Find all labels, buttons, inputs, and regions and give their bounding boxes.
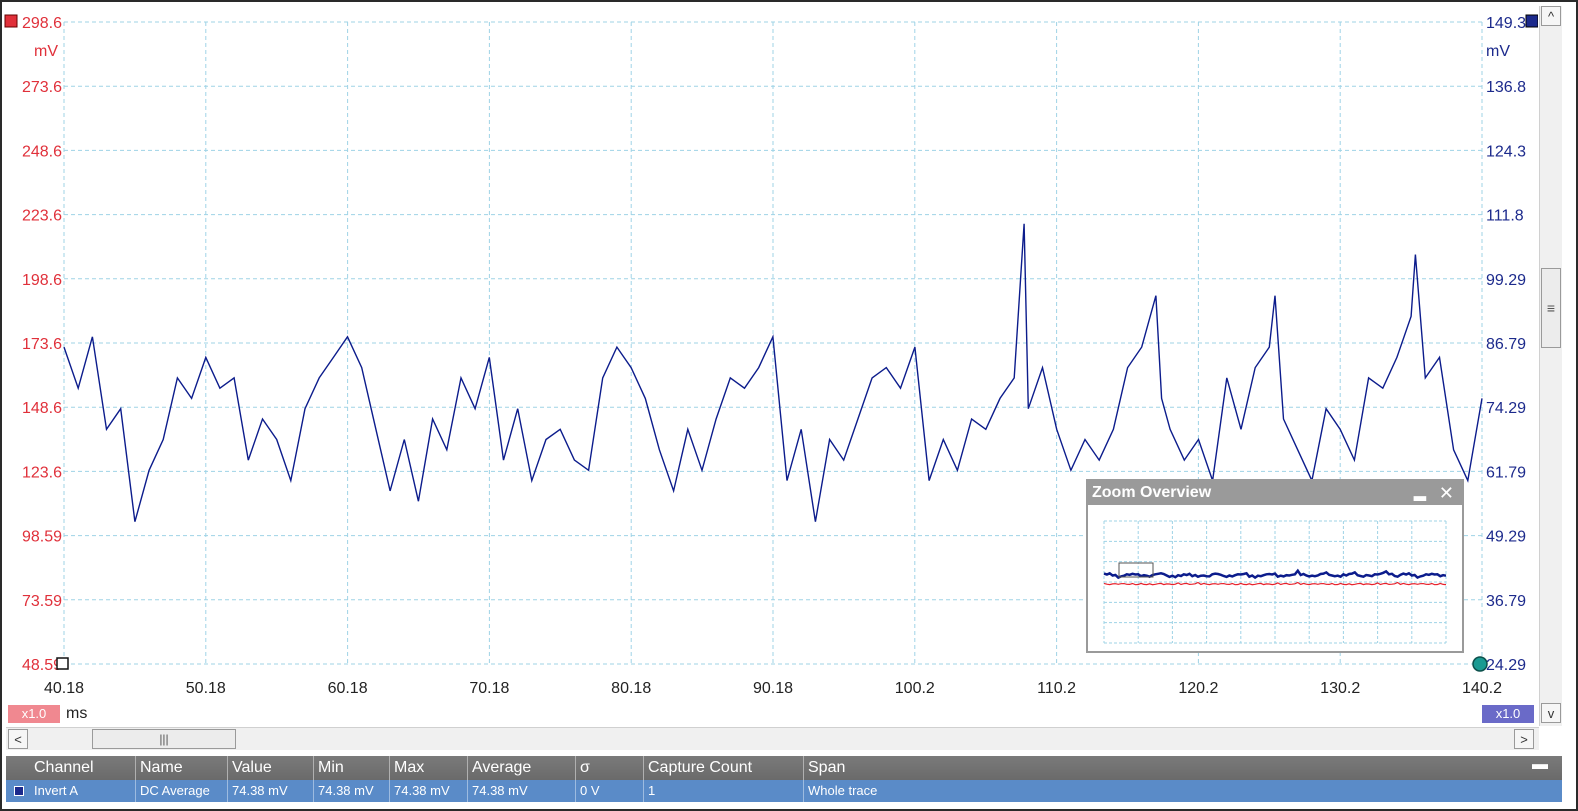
x-tick-label: 70.18 (469, 680, 509, 697)
x-tick-label: 40.18 (44, 680, 84, 697)
right-tick-label: 111.8 (1486, 208, 1524, 225)
x-unit-label: ms (66, 705, 88, 722)
horizontal-scroll-thumb[interactable]: ||| (92, 729, 236, 749)
left-tick-label: 198.6 (22, 272, 62, 289)
table-header-cell[interactable]: Average (468, 756, 576, 780)
left-tick-label: 148.6 (22, 400, 62, 417)
table-cell: 1 (644, 780, 804, 802)
ruler-handle-right-icon[interactable] (1472, 656, 1488, 672)
right-tick-label: 24.29 (1486, 657, 1526, 674)
trace-layer (63, 223, 1483, 522)
right-tick-label: 49.29 (1486, 529, 1526, 546)
left-unit-label: mV (34, 43, 58, 60)
zoom-overview-plot[interactable] (1088, 505, 1462, 651)
x-tick-label: 60.18 (328, 680, 368, 697)
table-header-cell[interactable]: Name (136, 756, 228, 780)
channel-color-icon (14, 786, 24, 796)
table-header-cell[interactable]: Capture Count (644, 756, 804, 780)
left-axis: 298.6 273.6 248.6 223.6 198.6 173.6 148.6 123.6… (22, 15, 62, 674)
table-header-cell[interactable]: Max (390, 756, 468, 780)
x-tick-label: 140.2 (1462, 680, 1502, 697)
zoom-overview-titlebar[interactable]: Zoom Overview ▂ ✕ (1088, 481, 1462, 505)
table-header-cell[interactable]: Channel (30, 756, 136, 780)
table-header-cell[interactable]: Value (228, 756, 314, 780)
right-tick-label: 124.3 (1486, 143, 1526, 160)
x-tick-label: 130.2 (1320, 680, 1360, 697)
left-tick-label: 173.6 (22, 336, 62, 353)
vertical-scroll-thumb[interactable]: ≡ (1541, 268, 1561, 348)
zoom-left-badge[interactable]: x1.0 (8, 705, 60, 723)
ruler-handle-left-icon[interactable] (56, 657, 69, 670)
left-tick-label: 273.6 (22, 79, 62, 96)
table-cell: 74.38 mV (390, 780, 468, 802)
x-tick-label: 110.2 (1037, 680, 1076, 697)
right-tick-label: 149.3 (1486, 15, 1526, 32)
right-tick-label: 136.8 (1486, 79, 1526, 96)
table-cell: 74.38 mV (228, 780, 314, 802)
trace-invert-a (63, 223, 1483, 522)
right-tick-label: 61.79 (1486, 464, 1526, 481)
right-tick-label: 36.79 (1486, 593, 1526, 610)
x-tick-label: 100.2 (895, 680, 935, 697)
channel-b-marker-icon[interactable] (1525, 14, 1538, 28)
mini-trace-channel-b (1103, 581, 1447, 586)
x-tick-label: 80.18 (611, 680, 651, 697)
horizontal-scrollbar[interactable]: < ||| > (6, 727, 1539, 750)
vertical-scrollbar[interactable]: ^ ≡ v (1539, 6, 1562, 726)
right-unit-label: mV (1486, 43, 1510, 60)
scroll-up-button[interactable]: ^ (1541, 6, 1561, 26)
scroll-left-button[interactable]: < (8, 729, 28, 749)
right-tick-label: 86.79 (1486, 336, 1526, 353)
table-cell: 74.38 mV (468, 780, 576, 802)
right-tick-label: 99.29 (1486, 272, 1526, 289)
left-tick-label: 123.6 (22, 464, 62, 481)
table-cell: 74.38 mV (314, 780, 390, 802)
zoom-viewport-rect (1118, 562, 1154, 578)
table-minimize-button[interactable]: ▬ (1532, 756, 1548, 773)
left-tick-label: 48.59 (22, 657, 62, 674)
zoom-overview-panel[interactable]: Zoom Overview ▂ ✕ (1086, 479, 1464, 653)
zoom-overview-title: Zoom Overview (1092, 484, 1212, 501)
table-cell: 0 V (576, 780, 644, 802)
table-cell: Whole trace (804, 780, 1578, 802)
left-tick-label: 248.6 (22, 143, 62, 160)
mini-trace-invert-a (1103, 568, 1447, 580)
oscilloscope-plot[interactable]: 298.6 273.6 248.6 223.6 198.6 173.6 148.6 123.6… (2, 2, 1538, 726)
table-row[interactable]: Invert A DC Average 74.38 mV 74.38 mV 74.38 … (6, 780, 1562, 802)
x-tick-label: 90.18 (753, 680, 793, 697)
table-cell: Invert A (30, 780, 136, 802)
table-cell: DC Average (136, 780, 228, 802)
x-axis: 40.18 50.18 60.18 70.18 80.18 90.18 100.2 110.2… (44, 680, 1502, 697)
scroll-right-button[interactable]: > (1514, 729, 1534, 749)
left-tick-label: 298.6 (22, 15, 62, 32)
channel-a-marker-icon[interactable] (4, 14, 18, 28)
x-tick-label: 50.18 (186, 680, 226, 697)
right-tick-label: 74.29 (1486, 400, 1526, 417)
table-header-row: Channel Name Value Min Max Average σ Capture Co… (6, 756, 1562, 780)
close-icon[interactable]: ✕ (1438, 483, 1454, 503)
scroll-down-button[interactable]: v (1541, 703, 1561, 723)
measurements-table: Channel Name Value Min Max Average σ Capture Co… (6, 756, 1562, 804)
table-header-cell[interactable]: Min (314, 756, 390, 780)
x-tick-label: 120.2 (1178, 680, 1218, 697)
minimize-icon[interactable]: ▂ (1413, 484, 1426, 501)
left-tick-label: 98.59 (22, 529, 62, 546)
left-tick-label: 223.6 (22, 208, 62, 225)
left-tick-label: 73.59 (22, 593, 62, 610)
table-header-cell[interactable]: σ (576, 756, 644, 780)
right-axis: 149.3 136.8 124.3 111.8 99.29 86.79 74.29 61.79… (1486, 15, 1526, 674)
table-header-cell[interactable]: Span (804, 756, 1578, 780)
zoom-right-badge[interactable]: x1.0 (1482, 705, 1534, 723)
